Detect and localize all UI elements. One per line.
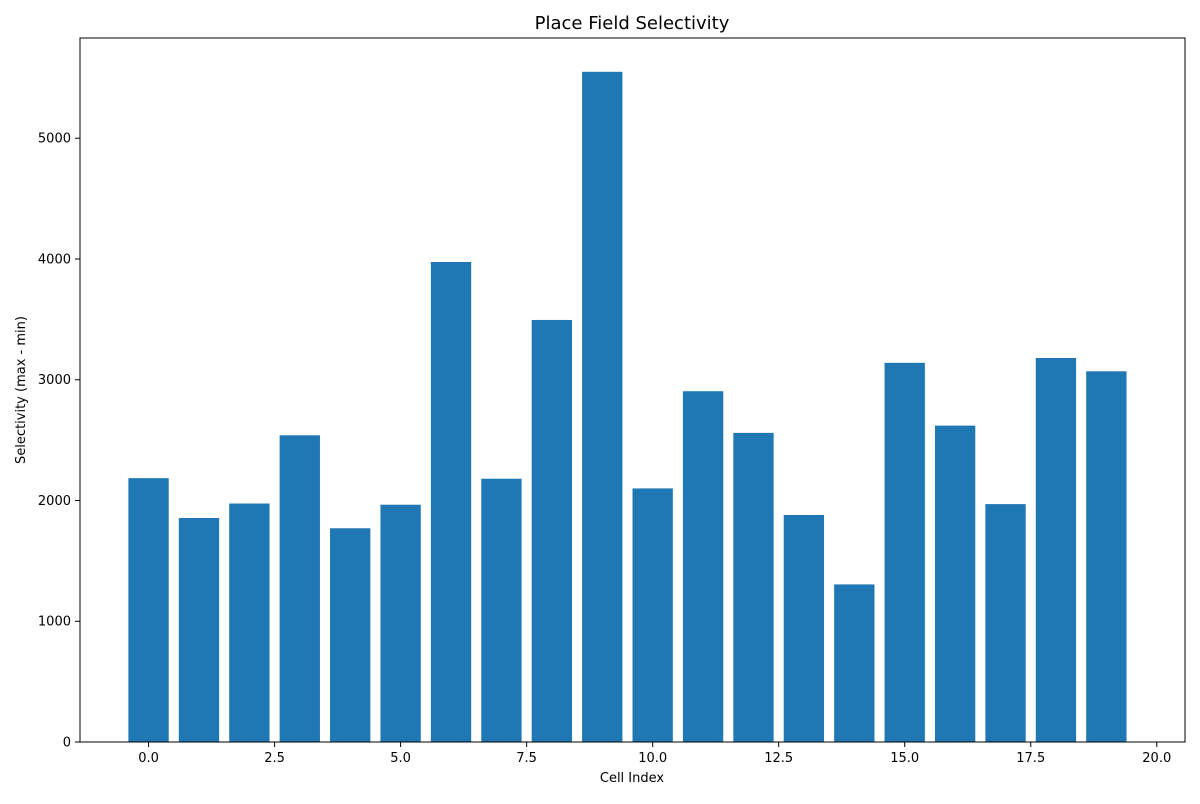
y-tick-label: 0: [63, 736, 71, 751]
bars-layer: [128, 71, 1127, 742]
x-axis-label: Cell Index: [600, 771, 665, 786]
bar-cell-1: [178, 518, 220, 742]
x-tick-label: 0.0: [138, 751, 159, 766]
bar-cell-11: [682, 391, 724, 742]
bar-cell-15: [884, 362, 925, 742]
y-axis-label: Selectivity (max - min): [14, 316, 29, 464]
bar-cell-10: [632, 488, 673, 742]
bar-cell-7: [481, 478, 522, 742]
plot-frame: [79, 37, 1186, 743]
bar-cell-16: [934, 425, 976, 742]
y-tick-label: 2000: [38, 494, 71, 509]
x-axis-ticks: 0.0 2.5 5.0 7.5 10.0 12.5 15.0 17.5 20.0: [138, 742, 1171, 766]
bar-cell-4: [330, 528, 371, 742]
bar-cell-8: [531, 319, 573, 742]
x-tick-label: 10.0: [638, 751, 667, 766]
bar-cell-17: [985, 504, 1026, 742]
bar-cell-12: [733, 432, 774, 742]
x-tick-label: 15.0: [890, 751, 919, 766]
chart-title: Place Field Selectivity: [535, 13, 730, 34]
y-tick-label: 4000: [38, 252, 71, 267]
bar-cell-14: [834, 584, 875, 742]
bar-cell-19: [1086, 371, 1127, 742]
y-tick-label: 5000: [38, 132, 71, 147]
y-axis-ticks: 0 1000 2000 3000 4000 5000: [38, 132, 80, 751]
bar-cell-9: [582, 71, 623, 742]
y-tick-label: 1000: [38, 615, 71, 630]
bar-cell-5: [380, 504, 421, 742]
bar-cell-6: [430, 262, 472, 742]
x-tick-label: 17.5: [1016, 751, 1045, 766]
bar-cell-3: [279, 435, 320, 742]
x-tick-label: 5.0: [390, 751, 411, 766]
x-tick-label: 20.0: [1142, 751, 1171, 766]
bar-cell-13: [783, 514, 825, 742]
x-tick-label: 7.5: [516, 751, 537, 766]
bar-cell-0: [128, 478, 169, 742]
x-tick-label: 12.5: [764, 751, 793, 766]
bar-cell-2: [229, 503, 270, 742]
y-tick-label: 3000: [38, 373, 71, 388]
bar-cell-18: [1035, 358, 1077, 742]
x-tick-label: 2.5: [264, 751, 285, 766]
